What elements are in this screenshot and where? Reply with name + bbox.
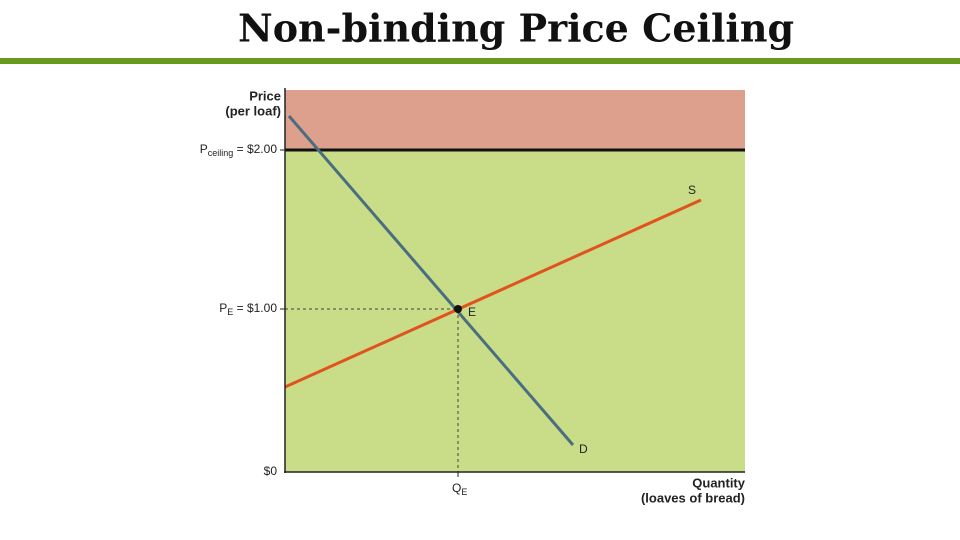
equilibrium-label: E bbox=[468, 305, 476, 319]
price-text: = $1.00 bbox=[233, 301, 277, 315]
title-rule bbox=[0, 58, 960, 64]
supply-label: S bbox=[688, 183, 696, 197]
subscript: ceiling bbox=[208, 148, 234, 158]
price-text: = $2.00 bbox=[233, 142, 277, 156]
ceiling-price-label: Pceiling = $2.00 bbox=[200, 142, 278, 158]
equilibrium-point bbox=[454, 305, 462, 313]
demand-curve bbox=[287, 115, 575, 446]
subscript: E bbox=[227, 307, 233, 317]
demand-label: D bbox=[579, 442, 588, 456]
equilibrium-quantity-label: QE bbox=[452, 481, 467, 497]
symbol: P bbox=[200, 142, 208, 156]
subscript: E bbox=[461, 487, 467, 497]
symbol: Q bbox=[452, 481, 461, 495]
region-above-ceiling bbox=[285, 90, 745, 150]
region-below-ceiling bbox=[285, 150, 745, 472]
supply-curve bbox=[284, 198, 702, 389]
y-axis-label: (per loaf) bbox=[225, 103, 281, 118]
x-axis-label: (loaves of bread) bbox=[641, 490, 745, 505]
equilibrium-price-label: PE = $1.00 bbox=[219, 301, 277, 317]
y-axis-label: Price bbox=[249, 88, 281, 103]
symbol: P bbox=[219, 301, 227, 315]
x-axis-label: Quantity bbox=[692, 475, 745, 490]
zero-price-label: $0 bbox=[264, 464, 278, 478]
slide-title: Non-binding Price Ceiling bbox=[238, 6, 794, 51]
